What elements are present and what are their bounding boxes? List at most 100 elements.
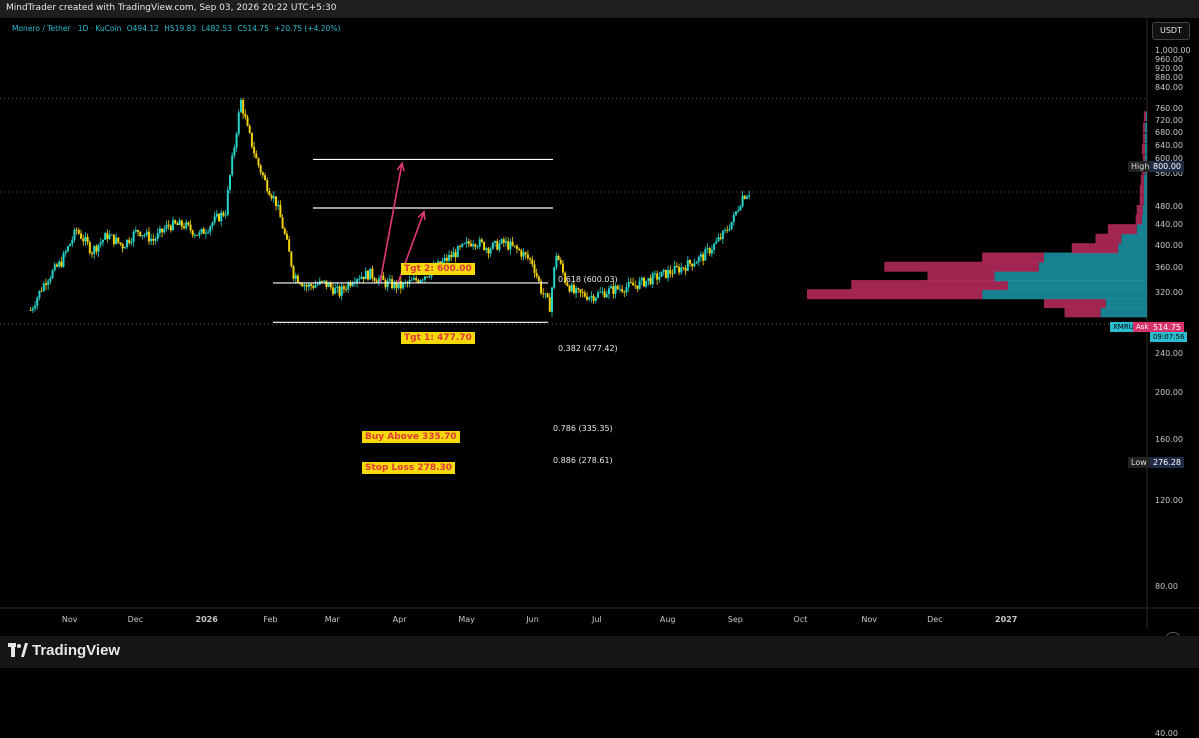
candle-body	[312, 285, 315, 288]
chart-area[interactable]: Monero / Tether · 1D · KuCoin O494.12 H5…	[0, 18, 1199, 738]
y-tick-label: 320.00	[1155, 287, 1183, 297]
candle-body	[104, 233, 107, 240]
y-tick-label: 760.00	[1155, 104, 1183, 114]
candle-body	[649, 278, 652, 285]
candle-body	[334, 287, 337, 294]
candle-body	[570, 284, 573, 292]
candle-body	[450, 254, 453, 258]
candle-body	[187, 222, 190, 225]
candle-body	[141, 235, 144, 237]
candle-body	[408, 280, 411, 283]
candle-body	[388, 279, 391, 281]
volume-profile-down-bar	[1139, 184, 1144, 195]
candle-body	[218, 213, 221, 222]
candle-body	[55, 264, 58, 267]
candle-body	[522, 252, 525, 257]
candle-body	[489, 248, 492, 254]
candle-body	[172, 220, 175, 231]
candle-body	[82, 238, 85, 242]
candle-body	[664, 269, 667, 278]
candle-body	[150, 238, 153, 242]
price-chart[interactable]	[0, 18, 1199, 636]
candle-body	[621, 289, 624, 292]
candle-body	[537, 276, 540, 282]
candle-body	[40, 290, 43, 292]
candle-body	[423, 276, 426, 280]
candle-body	[307, 284, 310, 287]
volume-profile-down-bar	[1141, 144, 1145, 155]
candle-body	[119, 242, 122, 245]
footer: TradingView	[0, 636, 1199, 668]
volume-profile-down-bar	[1139, 194, 1144, 205]
candle-body	[145, 231, 148, 236]
candle-body	[213, 216, 216, 223]
candle-body	[428, 276, 431, 278]
candle-body	[739, 206, 742, 211]
candle-body	[220, 212, 223, 222]
candle-body	[616, 285, 619, 290]
candle-body	[189, 224, 192, 231]
candle-body	[627, 281, 630, 288]
y-tick-label: 480.00	[1155, 201, 1183, 211]
candle-body	[697, 256, 700, 262]
candle-body	[384, 280, 387, 288]
candle-body	[257, 158, 260, 166]
candle-body	[224, 214, 227, 216]
candle-body	[77, 230, 80, 234]
candle-body	[706, 248, 709, 250]
candle-body	[509, 241, 512, 250]
candle-body	[272, 196, 275, 199]
y-tick-label: 680.00	[1155, 127, 1183, 137]
candle-body	[675, 265, 678, 267]
candle-body	[66, 246, 69, 252]
candle-body	[651, 273, 654, 285]
candle-body	[397, 281, 400, 289]
candle-body	[31, 308, 34, 311]
candle-body	[410, 279, 413, 281]
candle-body	[671, 273, 674, 275]
x-tick-label: Nov	[861, 615, 878, 624]
volume-profile-up-bar	[1136, 224, 1147, 235]
candle-body	[180, 220, 183, 227]
candle-body	[106, 233, 109, 239]
candle-body	[632, 282, 635, 286]
tradingview-logo[interactable]: TradingView	[8, 642, 120, 659]
fib-label-0382: 0.382 (477.42)	[558, 344, 618, 353]
candle-body	[415, 277, 418, 281]
candle-body	[402, 282, 405, 289]
x-tick-label: Oct	[793, 615, 808, 624]
candle-body	[638, 280, 641, 289]
volume-profile-down-bar	[1135, 214, 1142, 225]
candle-body	[270, 195, 273, 199]
candle-body	[377, 278, 380, 283]
candle-body	[680, 267, 683, 273]
candle-body	[577, 288, 580, 290]
candle-body	[327, 283, 330, 287]
candle-body	[248, 125, 251, 133]
candle-body	[551, 287, 553, 312]
candle-body	[533, 264, 536, 273]
candle-body	[231, 155, 234, 176]
candle-body	[169, 225, 172, 231]
stop-loss-label: Stop Loss 278.30	[362, 462, 456, 474]
candle-body	[132, 231, 135, 242]
candle-body	[250, 132, 253, 147]
currency-button[interactable]: USDT	[1152, 22, 1190, 40]
candle-body	[152, 238, 155, 241]
candle-body	[91, 252, 93, 254]
candle-body	[452, 252, 455, 258]
candle-body	[369, 268, 372, 280]
candle-body	[53, 264, 56, 271]
x-tick-label: Aug	[659, 615, 676, 624]
candle-body	[338, 286, 341, 296]
candle-body	[721, 230, 724, 239]
candle-body	[331, 287, 334, 294]
x-tick-label: Nov	[61, 615, 78, 624]
last-price-tag: 514.75	[1150, 322, 1184, 333]
volume-profile-down-bar	[1140, 174, 1144, 185]
candle-body	[371, 268, 374, 279]
fib-label-0618: 0.618 (600.03)	[558, 275, 618, 284]
candle-body	[597, 292, 599, 298]
volume-profile-down-bar	[1043, 298, 1106, 309]
candle-body	[303, 285, 306, 287]
